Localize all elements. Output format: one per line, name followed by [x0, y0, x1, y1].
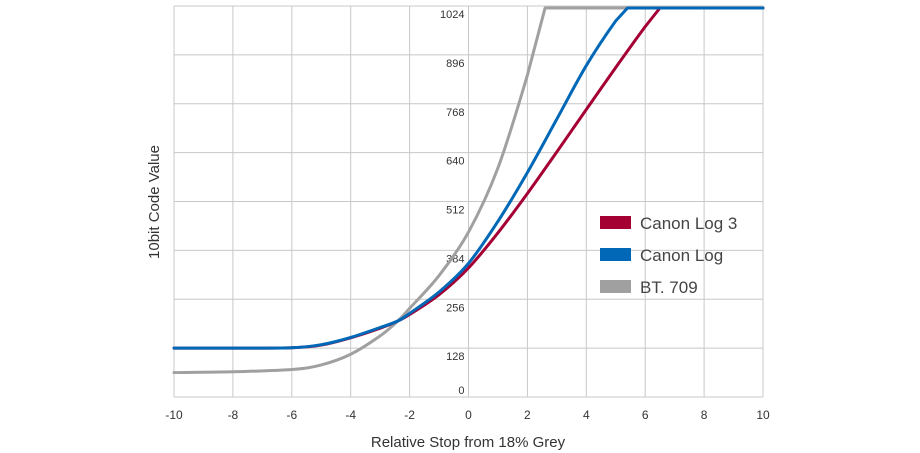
x-tick-label: 4 — [583, 408, 590, 422]
x-tick-label: -6 — [286, 408, 297, 422]
legend-label: BT. 709 — [640, 278, 698, 297]
legend-label: Canon Log — [640, 246, 723, 265]
y-tick-label: 1024 — [440, 9, 464, 21]
y-tick-label: 256 — [446, 302, 464, 314]
series-line-bt-709 — [172, 6, 765, 375]
x-tick-labels: -10 -8 -6 -4 -2 0 2 4 6 8 10 — [165, 408, 770, 422]
x-tick-label: 6 — [642, 408, 649, 422]
y-tick-label: 128 — [446, 351, 464, 363]
x-tick-label: -2 — [404, 408, 415, 422]
y-axis-label: 10bit Code Value — [146, 145, 163, 259]
y-tick-label: 640 — [446, 156, 464, 168]
x-axis-label: Relative Stop from 18% Grey — [371, 434, 566, 451]
y-tick-label: 896 — [446, 58, 464, 70]
x-tick-label: -8 — [228, 408, 239, 422]
legend-label: Canon Log 3 — [640, 214, 737, 233]
legend-swatch — [600, 248, 631, 261]
y-tick-label: 768 — [446, 107, 464, 119]
legend-swatch — [600, 216, 631, 229]
x-tick-label: 8 — [701, 408, 708, 422]
series-lines — [172, 6, 765, 375]
x-tick-label: 2 — [524, 408, 531, 422]
legend-swatch — [600, 280, 631, 293]
x-tick-label: 0 — [465, 408, 472, 422]
legend: Canon Log 3 Canon Log BT. 709 — [600, 214, 737, 297]
x-tick-label: -4 — [345, 408, 356, 422]
x-tick-label: 10 — [756, 408, 770, 422]
y-tick-label: 0 — [458, 385, 464, 397]
series-line-canon-log — [172, 6, 765, 350]
y-tick-label: 512 — [446, 205, 464, 217]
grid — [173, 5, 764, 398]
x-tick-label: -10 — [165, 408, 183, 422]
